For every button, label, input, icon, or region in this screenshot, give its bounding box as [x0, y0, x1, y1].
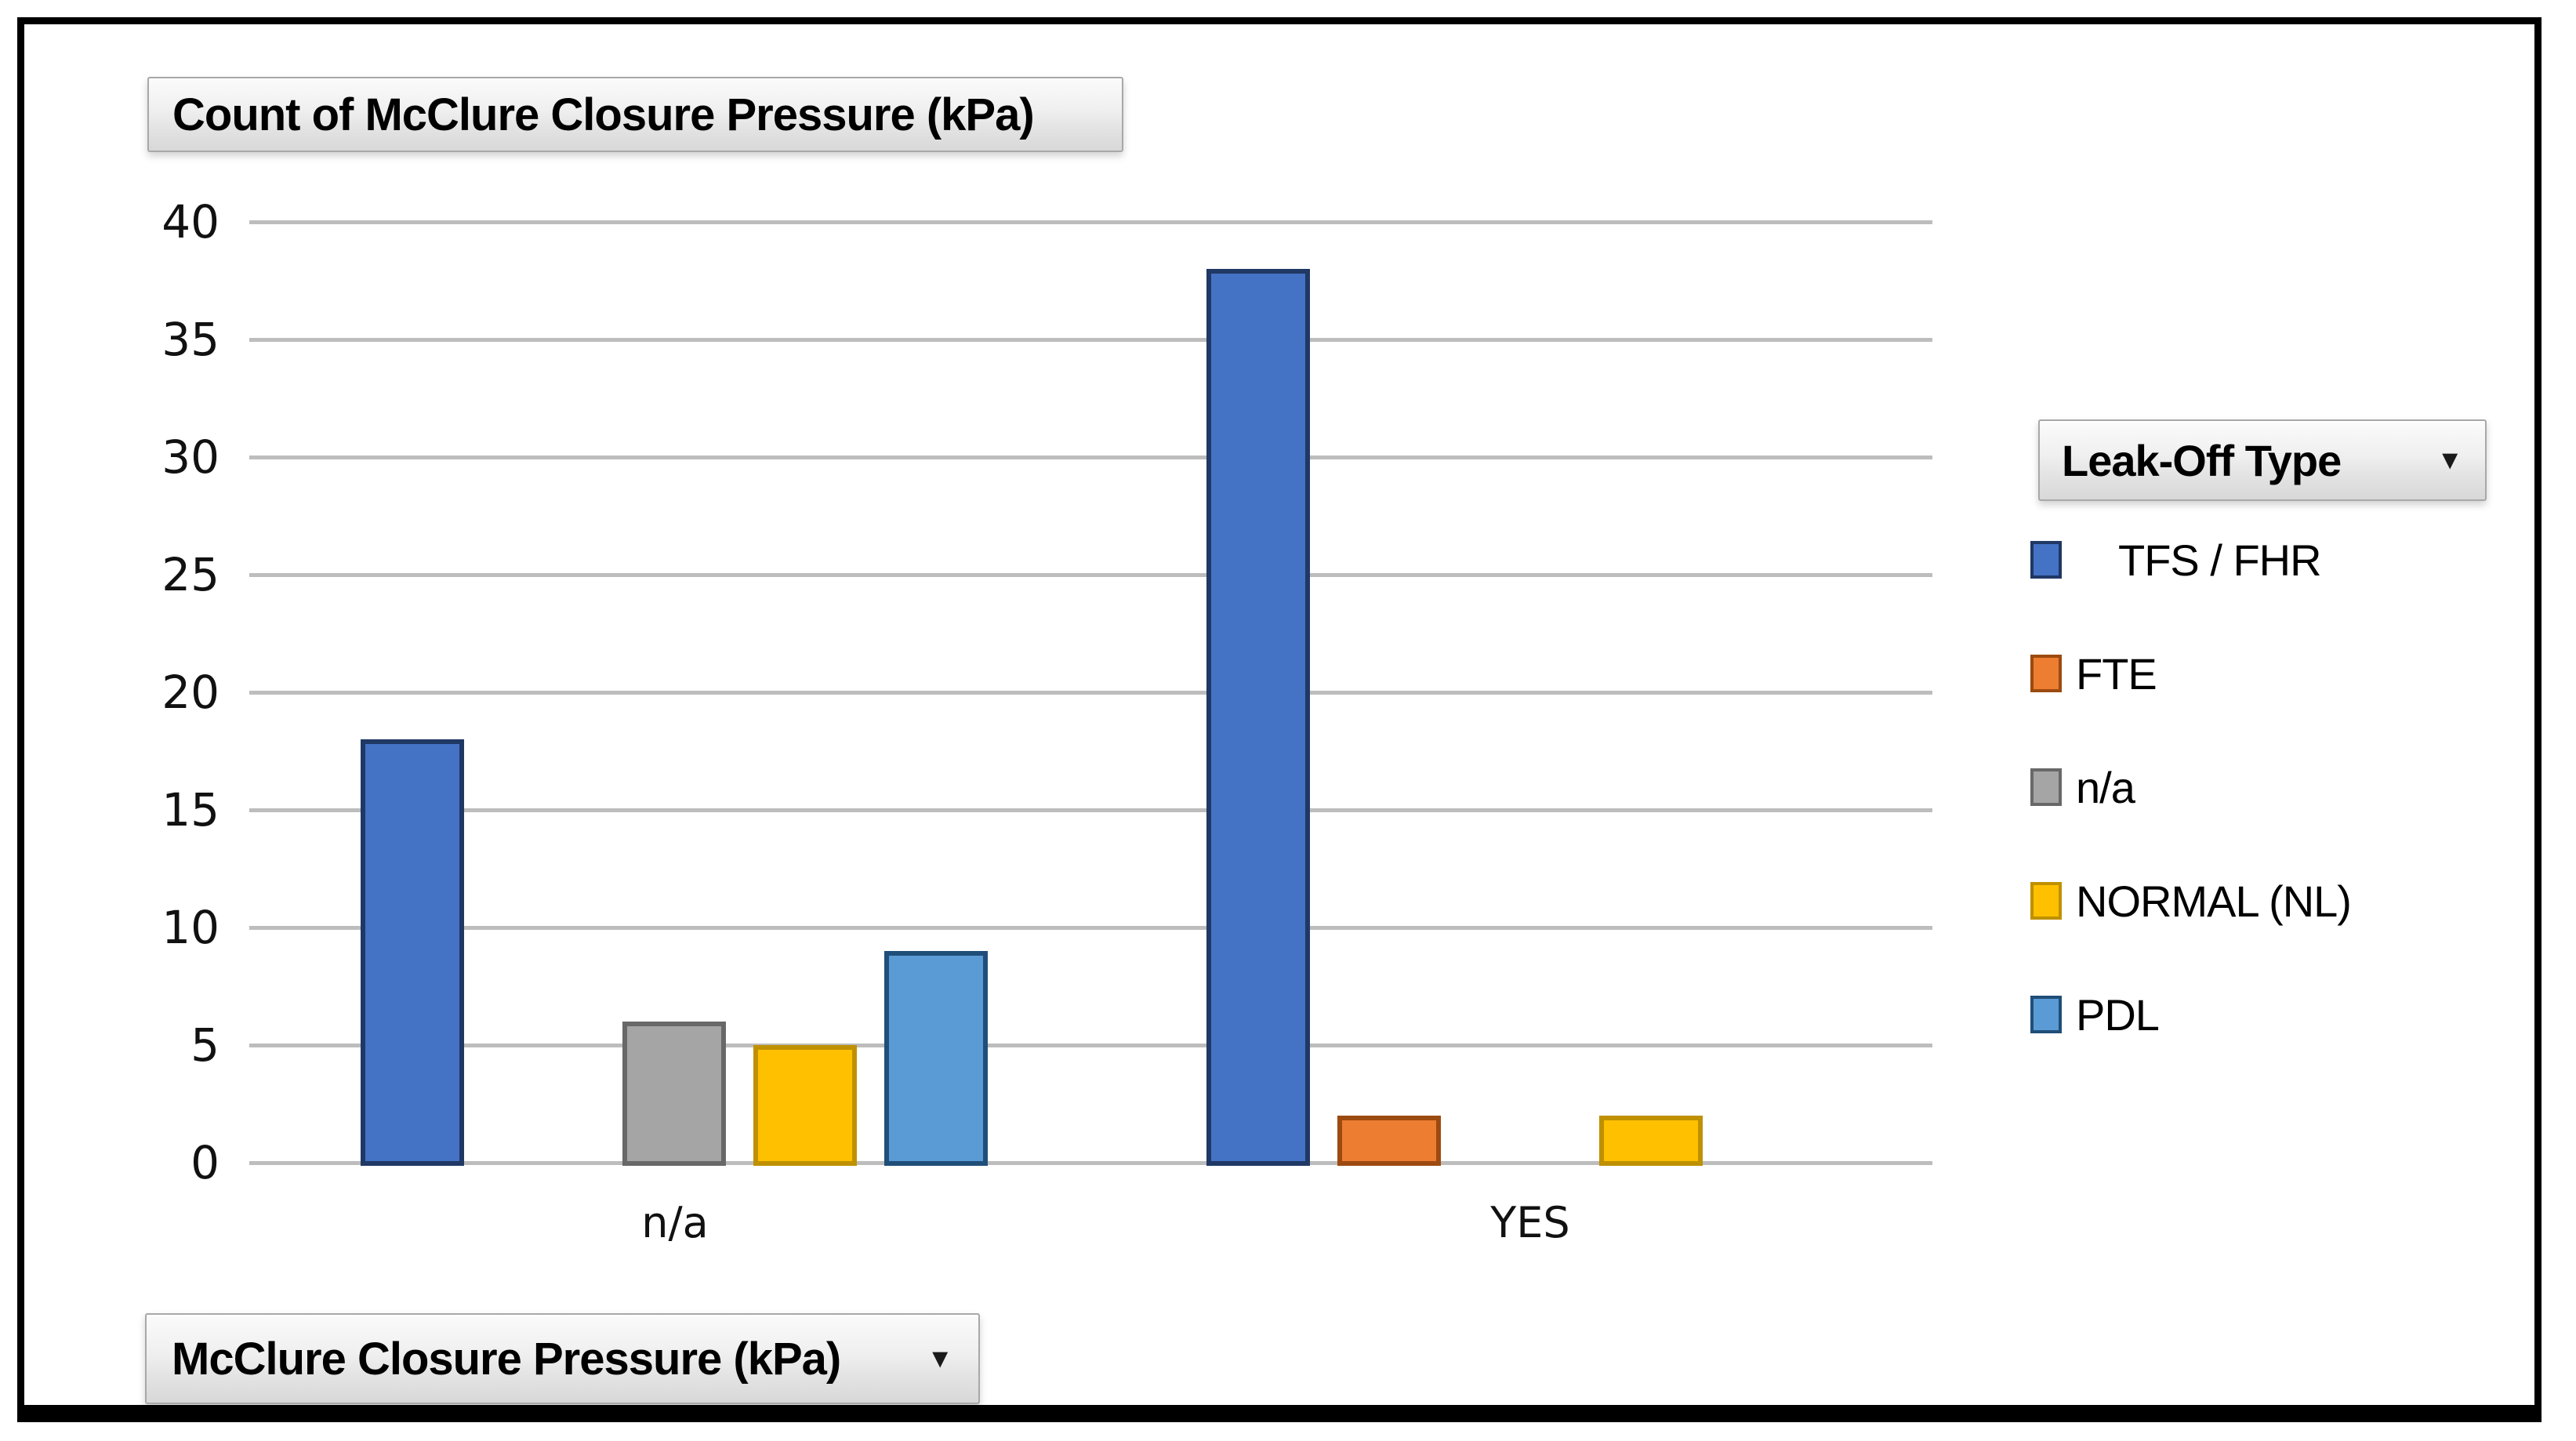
gridline [249, 220, 1932, 224]
legend-item: n/a [2030, 751, 2135, 823]
legend-item-label: PDL [2076, 989, 2160, 1040]
y-axis-tick-label: 0 [190, 1136, 220, 1189]
legend-item-label: TFS / FHR [2118, 535, 2322, 585]
legend-swatch-icon [2030, 996, 2062, 1033]
value-field-button[interactable]: Count of McClure Closure Pressure (kPa) [147, 77, 1123, 152]
value-field-label: Count of McClure Closure Pressure (kPa) [172, 89, 1035, 140]
legend-item: TFS / FHR [2030, 524, 2322, 596]
gridline [249, 456, 1932, 459]
legend-item-label: n/a [2076, 762, 2135, 812]
gridline [249, 1044, 1932, 1047]
bar [884, 951, 988, 1166]
gridline [249, 1161, 1932, 1165]
y-axis-tick-label: 15 [161, 783, 220, 837]
bar [1337, 1116, 1441, 1166]
gridline [249, 808, 1932, 812]
y-axis-tick-label: 20 [161, 666, 220, 719]
gridline [249, 573, 1932, 577]
legend-swatch-icon [2030, 655, 2062, 692]
bar [622, 1022, 726, 1166]
bar [1599, 1116, 1703, 1166]
bar [1206, 269, 1310, 1166]
gridline [249, 338, 1932, 342]
y-axis-tick-label: 35 [161, 313, 220, 366]
gridline [249, 926, 1932, 930]
legend-item-label: NORMAL (NL) [2076, 876, 2352, 926]
legend-item-label: FTE [2076, 648, 2157, 699]
bar [753, 1045, 857, 1166]
y-axis-tick-label: 10 [161, 901, 220, 954]
y-axis-tick-label: 40 [161, 195, 220, 249]
legend-field-label: Leak-Off Type [2062, 435, 2342, 485]
legend-swatch-icon [2030, 882, 2062, 920]
legend-item: NORMAL (NL) [2030, 865, 2352, 937]
y-axis-tick-label: 5 [190, 1018, 220, 1072]
y-axis-tick-label: 25 [161, 548, 220, 601]
axis-field-label: McClure Closure Pressure (kPa) [172, 1333, 841, 1385]
x-axis-category-label: YES [1490, 1198, 1570, 1247]
legend-field-button[interactable]: Leak-Off Type ▼ [2038, 419, 2487, 501]
x-axis-category-label: n/a [641, 1198, 709, 1247]
legend-item: FTE [2030, 637, 2157, 710]
legend-swatch-icon [2030, 768, 2062, 806]
y-axis-tick-label: 30 [161, 430, 220, 484]
dropdown-arrow-icon: ▼ [927, 1344, 953, 1374]
axis-field-button[interactable]: McClure Closure Pressure (kPa) ▼ [145, 1313, 980, 1404]
bar [361, 739, 464, 1166]
legend-swatch-icon [2030, 541, 2062, 579]
dropdown-arrow-icon: ▼ [2436, 445, 2463, 475]
gridline [249, 691, 1932, 695]
legend-item: PDL [2030, 978, 2160, 1051]
